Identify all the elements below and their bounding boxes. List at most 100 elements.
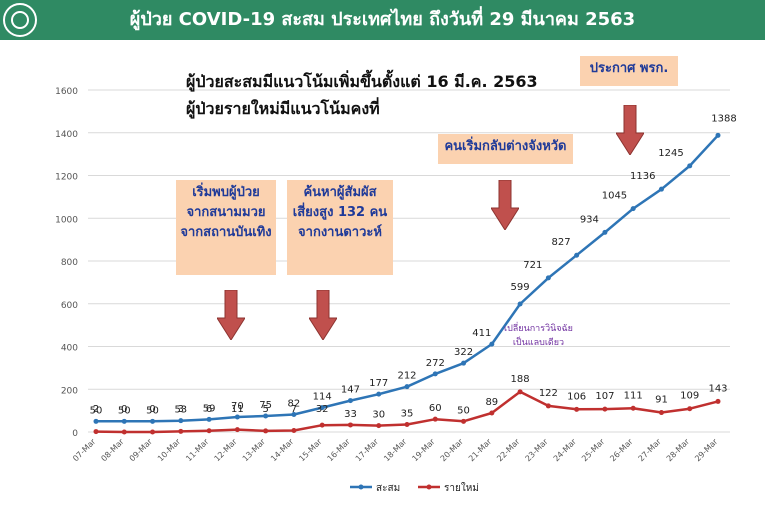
data-label-new: 188 <box>511 374 530 385</box>
data-label-new: 143 <box>708 383 727 394</box>
data-point <box>574 252 580 258</box>
y-tick-label: 200 <box>61 386 78 396</box>
data-point <box>461 418 467 424</box>
data-point <box>178 418 184 424</box>
x-tick-label: 15-Mar <box>297 437 324 464</box>
down-arrow-icon <box>491 180 519 230</box>
data-point <box>93 418 99 424</box>
legend-item-new-marker <box>426 484 432 490</box>
data-point <box>121 418 127 424</box>
callout-contacts-line3: จากงานดาวะห์ <box>298 225 382 240</box>
callout-stadium-line2: จากสนามมวย <box>186 205 266 220</box>
series-points <box>93 132 721 435</box>
data-point <box>715 398 721 404</box>
x-tick-label: 14-Mar <box>269 437 296 464</box>
data-label-new: 35 <box>401 409 414 420</box>
data-label-cumulative: 827 <box>552 237 571 248</box>
page-title: ผู้ป่วย COVID-19 สะสม ประเทศไทย ถึงวันที… <box>129 9 636 30</box>
data-label-new: 0 <box>121 404 127 415</box>
x-tick-label: 13-Mar <box>241 437 268 464</box>
x-tick-label: 24-Mar <box>552 437 579 464</box>
chart-legend: สะสม รายใหม่ <box>350 482 479 494</box>
callout-stadium-line3: จากสถานบันเทิง <box>180 225 272 240</box>
callout-travel: คนเริ่มกลับต่างจังหวัด <box>438 134 573 164</box>
data-label-new: 122 <box>539 388 558 399</box>
callout-stadium: เริ่มพบผู้ป่วย จากสนามมวย จากสถานบันเทิง <box>176 180 276 275</box>
x-tick-label: 19-Mar <box>410 437 437 464</box>
data-label-cumulative: 1245 <box>658 148 683 159</box>
y-tick-label: 800 <box>61 258 78 268</box>
diagnosis-change-note: เปลี่ยนการวินิจฉัย เป็นแลบเดียว <box>504 322 573 350</box>
x-tick-label: 12-Mar <box>212 437 239 464</box>
data-label-new: 30 <box>372 410 385 421</box>
data-label-new: 91 <box>655 395 668 406</box>
data-point <box>489 410 495 416</box>
x-tick-label: 10-Mar <box>156 437 183 464</box>
y-tick-label: 1000 <box>55 215 78 225</box>
data-label-cumulative: 272 <box>426 358 445 369</box>
x-tick-label: 27-Mar <box>637 437 664 464</box>
data-label-cumulative: 721 <box>523 260 542 271</box>
data-point <box>658 410 664 416</box>
data-point <box>715 132 721 138</box>
data-point <box>347 422 353 428</box>
data-point <box>545 403 551 409</box>
data-label-new: 7 <box>291 404 297 415</box>
x-tick-label: 22-Mar <box>495 437 522 464</box>
data-label-cumulative: 70 <box>231 401 244 412</box>
callout-travel-line1: คนเริ่มกลับต่างจังหวัด <box>444 139 567 154</box>
data-point <box>602 406 608 412</box>
x-tick-label: 11-Mar <box>184 437 211 464</box>
x-tick-label: 21-Mar <box>467 437 494 464</box>
headline-cumulative-trend: ผู้ป่วยสะสมมีแนวโน้มเพิ่มขึ้นตั้งแต่ 16 … <box>186 72 538 91</box>
data-point <box>602 229 608 235</box>
data-label-new: 6 <box>206 404 212 415</box>
data-point <box>574 406 580 412</box>
data-point <box>93 429 99 435</box>
data-point <box>178 428 184 434</box>
data-label-new: 2 <box>93 404 99 415</box>
data-label-cumulative: 1045 <box>602 191 627 202</box>
y-tick-label: 400 <box>61 344 78 354</box>
data-point <box>687 406 693 412</box>
legend-item-cumulative-marker <box>358 484 364 490</box>
x-tick-label: 29-Mar <box>693 437 720 464</box>
data-label-new: 89 <box>485 397 498 408</box>
data-point <box>545 275 551 281</box>
data-point <box>234 427 240 433</box>
data-label-new: 32 <box>316 404 329 415</box>
data-label-new: 109 <box>680 391 699 402</box>
data-label-cumulative: 50 <box>90 405 103 416</box>
data-point <box>206 416 212 422</box>
data-point <box>517 301 523 307</box>
callout-contacts-line2: เสี่ยงสูง 132 คน <box>292 205 388 220</box>
data-label-cumulative: 147 <box>341 385 360 396</box>
data-label-new: 3 <box>178 404 184 415</box>
data-point <box>432 371 438 377</box>
y-tick-label: 1400 <box>55 130 78 140</box>
y-axis-ticks: 0 200 400 600 800 1000 1200 1400 1600 <box>55 87 78 439</box>
data-point <box>234 414 240 420</box>
data-label-new: 107 <box>595 391 614 402</box>
data-label-cumulative: 50 <box>146 405 159 416</box>
callout-contacts: ค้นหาผู้สัมผัส เสี่ยงสูง 132 คน จากงานดา… <box>287 180 393 275</box>
callout-emergency-decree: ประกาศ พรก. <box>580 56 678 86</box>
data-point <box>291 428 297 434</box>
data-point <box>404 384 410 390</box>
data-label-cumulative: 177 <box>369 378 388 389</box>
y-tick-label: 600 <box>61 301 78 311</box>
callout-emergency-line1: ประกาศ พรก. <box>589 61 669 76</box>
data-point <box>121 429 127 435</box>
data-label-cumulative: 114 <box>313 392 332 403</box>
data-point <box>432 416 438 422</box>
down-arrow-icon <box>616 105 644 155</box>
data-label-cumulative: 53 <box>174 405 187 416</box>
legend-item-cumulative-label: สะสม <box>376 483 400 494</box>
data-point <box>291 411 297 417</box>
x-tick-label: 20-Mar <box>439 437 466 464</box>
data-label-new: 5 <box>262 404 268 415</box>
data-point <box>206 428 212 434</box>
data-label-cumulative: 50 <box>118 405 131 416</box>
y-tick-label: 1600 <box>55 87 78 97</box>
